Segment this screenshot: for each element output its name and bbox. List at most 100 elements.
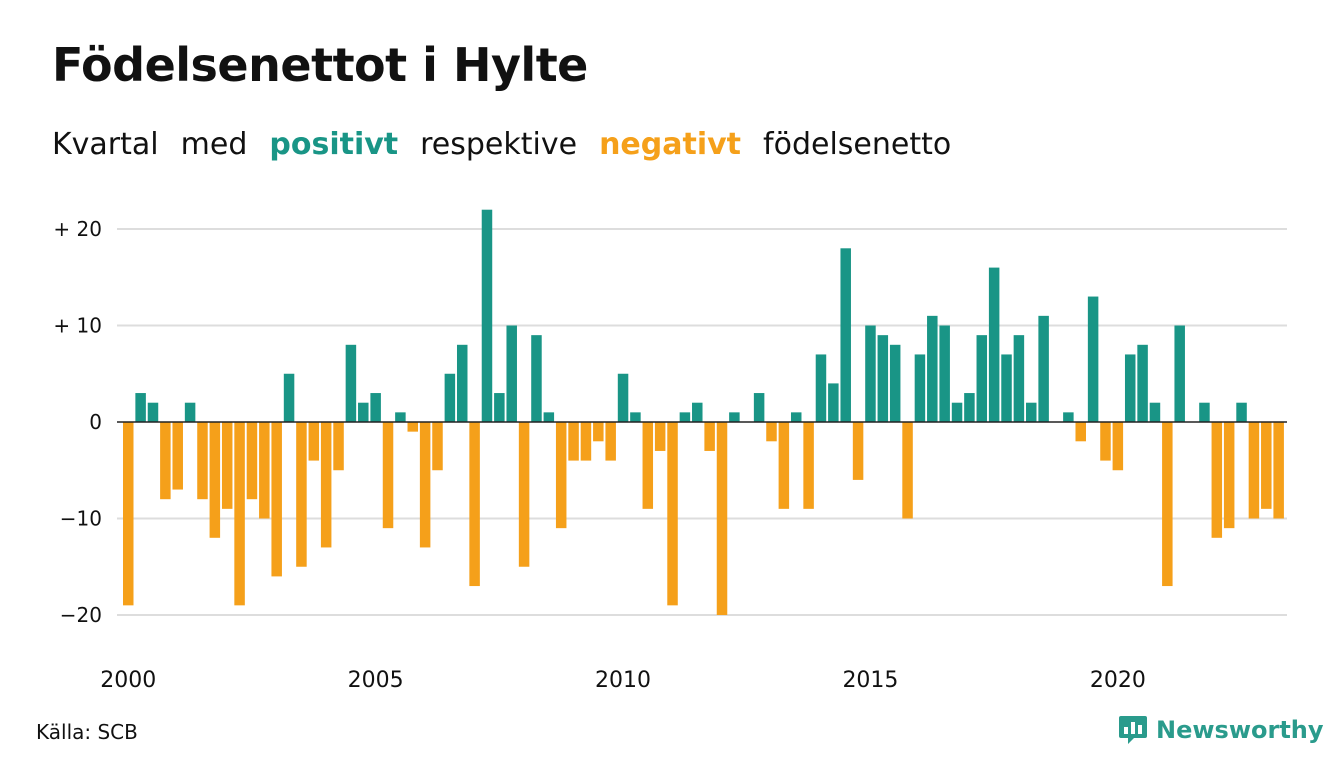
bar: [642, 422, 654, 509]
bar: [753, 393, 765, 422]
bar: [1112, 422, 1124, 471]
subtitle-word: respektive: [420, 127, 578, 162]
bar: [147, 402, 159, 422]
x-tick-label: 2020: [1090, 668, 1146, 693]
bar: [296, 422, 307, 567]
bar: [234, 422, 245, 606]
brand-logo: Newsworthy: [1118, 714, 1324, 746]
subtitle-word: Kvartal: [52, 127, 159, 162]
bar: [790, 412, 802, 422]
bar: [531, 335, 542, 422]
bar: [197, 422, 208, 500]
bar: [506, 325, 517, 422]
bars: [123, 209, 1284, 615]
bar: [1137, 344, 1148, 422]
bar: [976, 335, 988, 422]
bar: [184, 402, 196, 422]
newsworthy-logo-icon: [1119, 716, 1147, 744]
bar: [1211, 422, 1223, 538]
bar: [246, 422, 258, 500]
bar: [432, 422, 443, 471]
bar: [605, 422, 616, 461]
bar: [654, 422, 666, 451]
bar: [803, 422, 814, 509]
x-tick-label: 2000: [100, 668, 156, 693]
bar: [1063, 412, 1074, 422]
bar: [679, 412, 691, 422]
bar: [160, 422, 171, 500]
bar: [877, 335, 889, 422]
subtitle-word: födelsenetto: [763, 127, 952, 162]
bar: [382, 422, 394, 529]
x-tick-label: 2015: [842, 668, 898, 693]
bar: [1223, 422, 1235, 529]
bar: [1100, 422, 1111, 461]
y-axis: + 20 + 10 0 −10 −20: [53, 217, 102, 627]
bar: [704, 422, 715, 451]
y-tick-label: + 10: [53, 314, 102, 338]
bar: [456, 344, 468, 422]
bar: [1026, 402, 1037, 422]
bar: [1248, 422, 1260, 519]
bar: [1236, 402, 1247, 422]
bar: [320, 422, 332, 548]
bar: [1162, 422, 1173, 587]
bar: [593, 422, 604, 442]
subtitle-positive-label: positivt: [269, 127, 399, 162]
bar: [395, 412, 406, 422]
bar: [444, 373, 456, 422]
bar: [1013, 335, 1025, 422]
subtitle-word: med: [180, 127, 248, 162]
y-tick-label: 0: [89, 410, 102, 434]
x-tick-label: 2010: [595, 668, 651, 693]
bar: [283, 373, 295, 422]
bar: [914, 354, 926, 422]
bar: [494, 393, 505, 422]
bar: [555, 422, 567, 529]
bar: [209, 422, 221, 538]
bar: [1174, 325, 1185, 422]
y-tick-label: + 20: [53, 217, 102, 241]
bar: [902, 422, 913, 519]
bar: [1261, 422, 1272, 509]
bar: [1149, 402, 1161, 422]
bar: [1001, 354, 1012, 422]
bar: [580, 422, 592, 461]
source-note: Källa: SCB: [36, 720, 138, 744]
bar: [518, 422, 530, 567]
subtitle-negative-label: negativt: [599, 127, 742, 162]
bar: [259, 422, 270, 519]
bar: [828, 383, 839, 422]
y-tick-label: −20: [60, 603, 102, 627]
bar: [123, 422, 134, 606]
bar: [988, 267, 1000, 422]
bar: [815, 354, 827, 422]
bar: [135, 393, 146, 422]
bar: [852, 422, 864, 480]
bar: [667, 422, 678, 606]
bar: [951, 402, 963, 422]
bar: [1273, 422, 1284, 519]
bar-chart: + 20 + 10 0 −10 −20 2000 2005 2010 2015 2020: [53, 209, 1287, 693]
bar: [308, 422, 320, 461]
bar: [1087, 296, 1099, 422]
bar: [358, 402, 369, 422]
bar: [889, 344, 901, 422]
bar: [1038, 315, 1049, 422]
x-tick-label: 2005: [348, 668, 404, 693]
bar: [172, 422, 183, 490]
bar: [407, 422, 419, 432]
bar: [271, 422, 282, 577]
bar: [419, 422, 431, 548]
bar: [1124, 354, 1136, 422]
chart-subtitle: Kvartal med positivt respektive negativt föde…: [52, 127, 973, 162]
bar: [221, 422, 233, 509]
chart-title: Födelsenettot i Hylte: [52, 38, 588, 92]
bar: [345, 344, 357, 422]
bar: [865, 325, 876, 422]
bar: [370, 393, 381, 422]
bar: [778, 422, 790, 509]
brand-name: Newsworthy: [1156, 716, 1324, 744]
bar: [692, 402, 703, 422]
bar: [964, 393, 975, 422]
